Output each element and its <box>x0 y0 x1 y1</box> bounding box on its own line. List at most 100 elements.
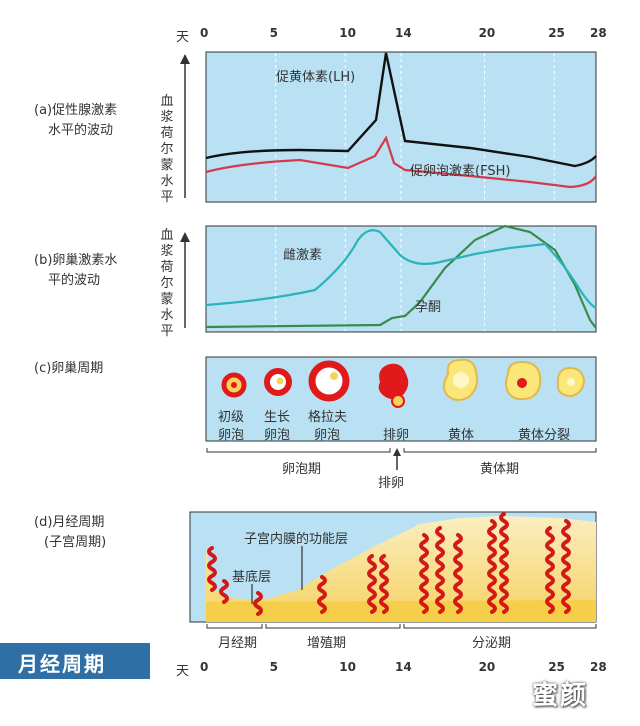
spiral-artery-4 <box>317 575 327 614</box>
panel-b-ylabel-6: 水 <box>160 308 174 323</box>
spiral-artery-9 <box>453 533 463 614</box>
stage-growing-line1: 生长 <box>264 410 291 425</box>
bottom-axis-unit-label: 天 <box>176 664 190 679</box>
bottom-axis-tick-5: 5 <box>269 660 278 674</box>
estrogen-label: 雌激素 <box>283 248 323 263</box>
follicular-phase-bracket <box>206 448 391 453</box>
ovulation-arrowhead <box>393 448 401 456</box>
stage-growing-line2: 卵泡 <box>264 428 291 443</box>
basal-layer <box>206 600 596 622</box>
top-axis-tick-5: 5 <box>269 26 278 40</box>
secretory-phase-label: 分泌期 <box>472 636 512 651</box>
follicle-icons <box>221 358 586 408</box>
lh-curve <box>205 52 597 168</box>
spiral-artery-7 <box>419 533 429 614</box>
panel-b-bg <box>205 225 597 333</box>
spiral-artery-3 <box>253 591 263 616</box>
primary-follicle-core <box>231 382 237 388</box>
proliferative-phase-label: 增殖期 <box>307 636 347 651</box>
bottom-axis-tick-20: 20 <box>478 660 496 674</box>
spiral-artery-13 <box>561 519 571 614</box>
panel-a-ylabel-5: 蒙 <box>160 158 174 173</box>
spiral-artery-5 <box>367 554 377 614</box>
panel-a-ylabel-7: 平 <box>160 190 174 205</box>
corpus-luteum-core <box>453 372 469 388</box>
panel-a-yaxis-arrowhead <box>180 54 190 64</box>
bottom-axis-tick-28: 28 <box>590 660 607 674</box>
estrogen-curve <box>205 229 597 309</box>
bottom-axis-tick-10: 10 <box>339 660 356 674</box>
ovulation-icon <box>378 363 409 399</box>
panel-d-title-line2: (子宫周期) <box>44 535 107 550</box>
panel-d-title-line1: (d)月经周期 <box>34 515 105 530</box>
graafian-follicle-core <box>330 372 338 380</box>
panel-b-ylabel-4: 尔 <box>160 276 174 291</box>
panel-a-title-line2: 水平的波动 <box>48 123 114 138</box>
panel-a-title-line1: (a)促性腺激素 <box>34 103 118 118</box>
top-axis-tick-28: 28 <box>590 26 607 40</box>
spiral-artery-1 <box>207 546 217 592</box>
panel-a-ylabel-2: 浆 <box>160 110 174 125</box>
spiral-artery-8 <box>435 526 445 614</box>
top-axis-unit-label: 天 <box>176 30 190 45</box>
spiral-artery-12 <box>545 526 555 614</box>
proliferative-phase-bracket <box>265 624 401 629</box>
panel-a-ylabel-6: 水 <box>160 174 174 189</box>
panel-b-ylabel-3: 荷 <box>160 260 174 275</box>
spiral-artery-10 <box>487 519 497 614</box>
follicular-phase-label: 卵泡期 <box>282 462 322 477</box>
menstrual-phase-bracket <box>206 624 263 629</box>
panel-b-ylabel-7: 平 <box>160 324 174 339</box>
luteal-phase-bracket <box>403 448 597 453</box>
progesterone-curve <box>205 224 597 329</box>
stage-graafian-line2: 卵泡 <box>314 428 341 443</box>
panel-b-grid <box>275 227 555 331</box>
corpus-luteum-2-core <box>517 378 527 388</box>
graafian-follicle-icon <box>308 360 350 402</box>
stage-primary-line1: 初级 <box>218 410 245 425</box>
footer-title: 月经周期 <box>18 652 106 676</box>
top-axis-tick-25: 25 <box>548 26 565 40</box>
secretory-phase-bracket <box>403 624 597 629</box>
spiral-artery-11 <box>499 512 509 614</box>
panel-a-ylabel-4: 尔 <box>160 142 174 157</box>
stage-primary-line2: 卵泡 <box>218 428 245 443</box>
panel-c-title: (c)卵巢周期 <box>34 361 104 376</box>
bottom-axis-tick-0: 0 <box>200 660 209 674</box>
growing-follicle-core <box>276 377 284 385</box>
fsh-label: 促卵泡激素(FSH) <box>410 164 511 179</box>
footer-title-bar: 月经周期 <box>0 643 150 679</box>
stage-corpus-albicans-label: 黄体分裂 <box>518 428 571 443</box>
luteal-phase-label: 黄体期 <box>480 462 520 477</box>
panel-b-yaxis-arrowhead <box>180 232 190 242</box>
panel-b-ylabel-5: 蒙 <box>160 292 174 307</box>
spiral-artery-2 <box>219 579 229 604</box>
top-axis-tick-14: 14 <box>395 26 412 40</box>
ovulated-egg-icon <box>391 394 405 408</box>
spiral-artery-6 <box>379 554 389 614</box>
top-axis-tick-0: 0 <box>200 26 209 40</box>
progesterone-label: 孕酮 <box>415 300 442 315</box>
top-axis-tick-10: 10 <box>339 26 356 40</box>
stage-ovulation-label: 排卵 <box>383 428 410 443</box>
panel-b-title-line2: 平的波动 <box>48 273 101 288</box>
bottom-axis-tick-25: 25 <box>548 660 565 674</box>
endometrium-layer <box>206 516 596 622</box>
top-axis-tick-20: 20 <box>478 26 496 40</box>
panel-a-ylabel-3: 荷 <box>160 126 174 141</box>
bottom-axis-tick-14: 14 <box>395 660 412 674</box>
corpus-albicans-core <box>567 378 575 386</box>
panel-a-ylabel-1: 血 <box>160 94 174 109</box>
panel-b-title-line1: (b)卵巢激素水 <box>34 253 118 268</box>
fsh-curve <box>205 135 597 189</box>
watermark: 蜜颜 <box>532 681 589 711</box>
lh-label: 促黄体素(LH) <box>276 70 356 85</box>
stage-corpus-luteum-label: 黄体 <box>448 428 475 443</box>
spiral-arteries <box>207 512 571 616</box>
panel-b-ylabel-1: 血 <box>160 228 174 243</box>
panel-b-ylabel-2: 浆 <box>160 244 174 259</box>
basal-layer-label: 基底层 <box>232 570 272 585</box>
menstrual-phase-label: 月经期 <box>218 636 258 651</box>
